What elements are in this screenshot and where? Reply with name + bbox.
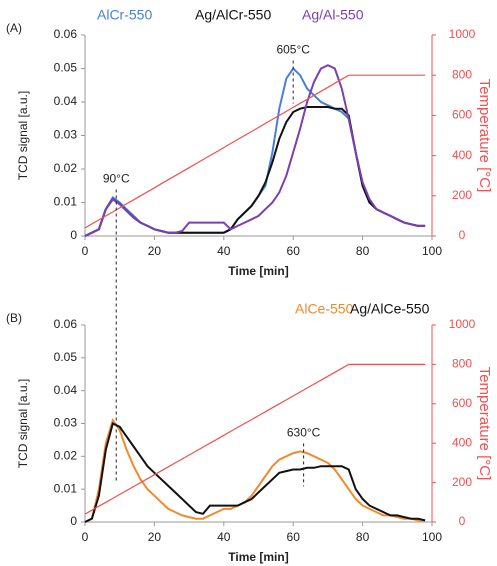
x-tick-label: 20 (148, 530, 162, 544)
x-tick-label: 40 (217, 244, 231, 258)
y-tick-label: 0.06 (54, 27, 78, 41)
y2-tick-label: 800 (452, 357, 472, 371)
legend-entry: AlCe-550 (295, 301, 354, 317)
x-tick-label: 40 (217, 530, 231, 544)
series-line (84, 64, 426, 237)
y2-tick-label: 600 (452, 108, 472, 122)
legend-entry: Ag/AlCe-550 (350, 301, 430, 317)
y2-tick-label: 200 (452, 475, 472, 489)
y-tick-label: 0 (70, 228, 77, 242)
annotation: 90°C (103, 172, 130, 186)
series-line (84, 66, 426, 237)
x-tick-label: 80 (356, 244, 370, 258)
x-tick-label: 0 (82, 244, 89, 258)
y2-tick-label: 600 (452, 396, 472, 410)
series-line (84, 422, 426, 523)
y-tick-label: 0.05 (54, 61, 78, 75)
legend-entry: Ag/AlCr-550 (195, 7, 271, 23)
y-tick-label: 0.01 (54, 481, 78, 495)
y-tick-label: 0.06 (54, 317, 78, 331)
y2-tick-label: 200 (452, 188, 472, 202)
annotation: 630°C (287, 426, 321, 440)
y-tick-label: 0.03 (54, 128, 78, 142)
y2-tick-label: 1000 (449, 27, 476, 41)
x-tick-label: 0 (82, 530, 89, 544)
series-line (84, 417, 426, 523)
y2-tick-label: 400 (452, 148, 472, 162)
y2-tick-label: 1000 (449, 317, 476, 331)
y2-tick-label: 0 (459, 514, 466, 528)
panel-label: (A) (6, 21, 22, 35)
y-tick-label: 0.05 (54, 350, 78, 364)
y-tick-label: 0.02 (54, 449, 78, 463)
legend-entry: Ag/Al-550 (302, 7, 364, 23)
legend-entry: AlCr-550 (97, 7, 152, 23)
y2-axis-label: Temperature [°C] (476, 79, 493, 193)
y2-axis-label: Temperature [°C] (476, 367, 493, 481)
temperature-line (84, 74, 426, 229)
y-tick-label: 0.04 (54, 383, 78, 397)
y-tick-label: 0.01 (54, 195, 78, 209)
y2-tick-label: 400 (452, 435, 472, 449)
y-axis-label: TCD signal [a.u.] (16, 91, 30, 180)
y2-tick-label: 800 (452, 67, 472, 81)
x-tick-label: 60 (287, 244, 301, 258)
annotation: 605°C (276, 43, 310, 57)
x-tick-label: 100 (422, 530, 442, 544)
x-tick-label: 20 (148, 244, 162, 258)
x-axis-label: Time [min] (228, 550, 288, 564)
x-tick-label: 80 (356, 530, 370, 544)
y-tick-label: 0 (70, 514, 77, 528)
x-tick-label: 100 (422, 244, 442, 258)
y-tick-label: 0.02 (54, 161, 78, 175)
y-tick-label: 0.04 (54, 94, 78, 108)
y-axis-label: TCD signal [a.u.] (16, 379, 30, 468)
temperature-line (84, 363, 426, 515)
panel-label: (B) (6, 311, 22, 325)
x-axis-label: Time [min] (228, 264, 288, 278)
y2-tick-label: 0 (459, 228, 466, 242)
x-tick-label: 60 (287, 530, 301, 544)
y-tick-label: 0.03 (54, 416, 78, 430)
